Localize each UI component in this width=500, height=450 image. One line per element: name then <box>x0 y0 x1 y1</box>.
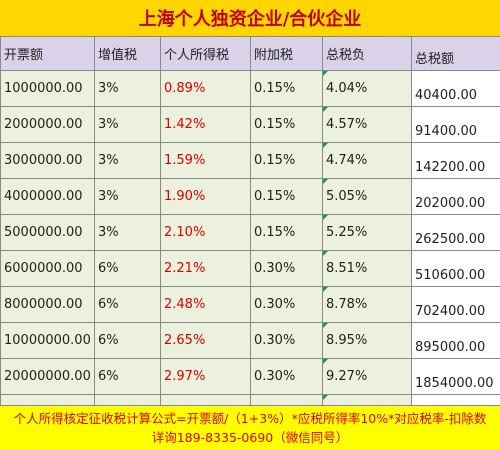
cell-surcharge[interactable]: 0.30% <box>251 323 323 359</box>
cell-total[interactable]: 40400.00 <box>412 71 500 107</box>
cell-surcharge[interactable]: 0.15% <box>251 215 323 251</box>
cell-vat[interactable]: 3% <box>95 215 161 251</box>
cell-total[interactable]: 142200.00 <box>412 143 500 179</box>
cell-surcharge[interactable]: 0.30% <box>251 359 323 395</box>
cell-total[interactable]: 1854000.00 <box>412 359 500 395</box>
cell-invoice[interactable]: 2000000.00 <box>1 107 95 143</box>
header-surcharge: 附加税 <box>251 37 323 71</box>
cell-income-tax[interactable]: 2.10% <box>161 215 251 251</box>
cell-invoice[interactable]: 1000000.00 <box>1 71 95 107</box>
table-row: 10000000.00 6% 2.65% 0.30% 8.95% 895000.… <box>1 323 500 359</box>
cell-income-tax[interactable]: 2.97% <box>161 359 251 395</box>
sheet-title: 上海个人独资企业/合伙企业 <box>0 0 500 37</box>
cell-surcharge[interactable]: 0.30% <box>251 251 323 287</box>
table-row: 4000000.00 3% 1.90% 0.15% 5.05% 202000.0… <box>1 179 500 215</box>
table-row: 6000000.00 6% 2.21% 0.30% 8.51% 510600.0… <box>1 251 500 287</box>
cell-surcharge[interactable]: 0.15% <box>251 143 323 179</box>
cell-total[interactable]: 91400.00 <box>412 107 500 143</box>
table-row: 2000000.00 3% 1.42% 0.15% 4.57% 91400.00 <box>1 107 500 143</box>
cell-vat[interactable]: 3% <box>95 143 161 179</box>
table-row: 20000000.00 6% 2.97% 0.30% 9.27% 1854000… <box>1 359 500 395</box>
cell-burden[interactable]: 5.25% <box>323 215 412 251</box>
cell-invoice[interactable]: 6000000.00 <box>1 251 95 287</box>
cell-invoice[interactable]: 5000000.00 <box>1 215 95 251</box>
cell-vat[interactable]: 3% <box>95 107 161 143</box>
cell-vat[interactable]: 3% <box>95 179 161 215</box>
cell-invoice[interactable]: 10000000.00 <box>1 323 95 359</box>
contact-text: 详询189-8335-0690（微信同号） <box>152 428 349 447</box>
cell-income-tax[interactable]: 2.65% <box>161 323 251 359</box>
footer-note: 个人所得核定征收税计算公式=开票额/（1+3%）*应税所得率10%*对应税率-扣… <box>0 405 500 450</box>
cell-vat[interactable]: 6% <box>95 323 161 359</box>
tax-table: 开票额 增值税 个人所得税 附加税 总税负 总税额 1000000.00 3% … <box>0 36 500 431</box>
cell-invoice[interactable]: 3000000.00 <box>1 143 95 179</box>
cell-income-tax[interactable]: 2.48% <box>161 287 251 323</box>
cell-vat[interactable]: 6% <box>95 251 161 287</box>
cell-surcharge[interactable]: 0.15% <box>251 71 323 107</box>
header-vat: 增值税 <box>95 37 161 71</box>
cell-surcharge[interactable]: 0.30% <box>251 287 323 323</box>
header-income-tax: 个人所得税 <box>161 37 251 71</box>
cell-total[interactable]: 895000.00 <box>412 323 500 359</box>
cell-vat[interactable]: 6% <box>95 359 161 395</box>
cell-invoice[interactable]: 20000000.00 <box>1 359 95 395</box>
cell-burden[interactable]: 8.95% <box>323 323 412 359</box>
cell-total[interactable]: 202000.00 <box>412 179 500 215</box>
cell-total[interactable]: 702400.00 <box>412 287 500 323</box>
cell-vat[interactable]: 3% <box>95 71 161 107</box>
cell-invoice[interactable]: 4000000.00 <box>1 179 95 215</box>
cell-total[interactable]: 510600.00 <box>412 251 500 287</box>
cell-vat[interactable]: 6% <box>95 287 161 323</box>
cell-burden[interactable]: 5.05% <box>323 179 412 215</box>
cell-burden[interactable]: 9.27% <box>323 359 412 395</box>
cell-burden[interactable]: 4.74% <box>323 143 412 179</box>
header-total: 总税额 <box>412 37 500 71</box>
header-invoice: 开票额 <box>1 37 95 71</box>
cell-burden[interactable]: 8.78% <box>323 287 412 323</box>
header-burden: 总税负 <box>323 37 412 71</box>
cell-total[interactable]: 262500.00 <box>412 215 500 251</box>
table-row: 5000000.00 3% 2.10% 0.15% 5.25% 262500.0… <box>1 215 500 251</box>
table-row: 8000000.00 6% 2.48% 0.30% 8.78% 702400.0… <box>1 287 500 323</box>
cell-income-tax[interactable]: 1.59% <box>161 143 251 179</box>
table-row: 1000000.00 3% 0.89% 0.15% 4.04% 40400.00 <box>1 71 500 107</box>
table-row: 3000000.00 3% 1.59% 0.15% 4.74% 142200.0… <box>1 143 500 179</box>
cell-burden[interactable]: 8.51% <box>323 251 412 287</box>
formula-text: 个人所得核定征收税计算公式=开票额/（1+3%）*应税所得率10%*对应税率-扣… <box>14 409 487 428</box>
cell-income-tax[interactable]: 1.90% <box>161 179 251 215</box>
cell-income-tax[interactable]: 0.89% <box>161 71 251 107</box>
cell-income-tax[interactable]: 2.21% <box>161 251 251 287</box>
cell-burden[interactable]: 4.57% <box>323 107 412 143</box>
cell-invoice[interactable]: 8000000.00 <box>1 287 95 323</box>
cell-surcharge[interactable]: 0.15% <box>251 179 323 215</box>
header-row: 开票额 增值税 个人所得税 附加税 总税负 总税额 <box>1 37 500 71</box>
cell-burden[interactable]: 4.04% <box>323 71 412 107</box>
cell-income-tax[interactable]: 1.42% <box>161 107 251 143</box>
cell-surcharge[interactable]: 0.15% <box>251 107 323 143</box>
